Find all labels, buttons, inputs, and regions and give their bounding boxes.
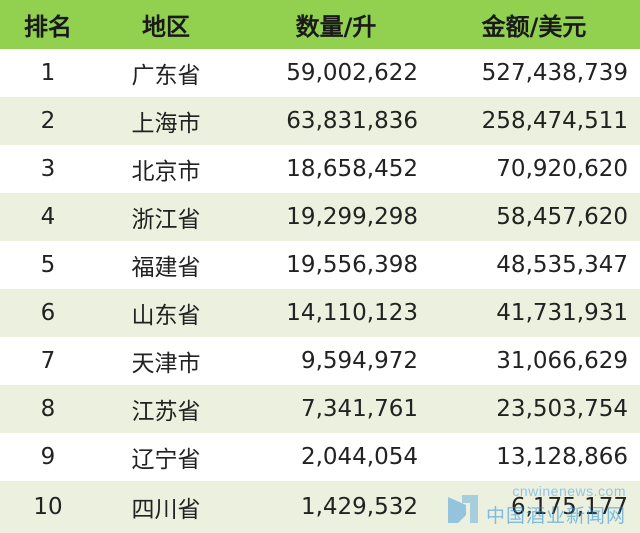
cell-rank: 5 (40, 252, 56, 278)
cell-rank: 1 (40, 60, 56, 86)
cell-quantity: 1,429,532 (300, 494, 418, 520)
table-row: 5 福建省 19,556,398 48,535,347 (0, 241, 640, 289)
cell-region: 福建省 (131, 255, 201, 281)
cell-region: 北京市 (131, 159, 201, 185)
cell-rank: 9 (40, 444, 56, 470)
cell-quantity: 2,044,054 (300, 444, 418, 470)
cell-amount: 70,920,620 (496, 156, 628, 182)
header-rank: 排名 (24, 13, 72, 41)
cell-amount: 58,457,620 (496, 204, 628, 230)
cell-quantity: 18,658,452 (286, 156, 418, 182)
cell-rank: 3 (40, 156, 56, 182)
cell-amount: 6,175,177 (510, 494, 628, 520)
cell-rank: 4 (40, 204, 56, 230)
table-row: 1 广东省 59,002,622 527,438,739 (0, 49, 640, 97)
header-region: 地区 (142, 13, 190, 41)
table-row: 4 浙江省 19,299,298 58,457,620 (0, 193, 640, 241)
table-row: 9 辽宁省 2,044,054 13,128,866 (0, 433, 640, 481)
cell-rank: 6 (40, 300, 56, 326)
cell-region: 广东省 (131, 63, 201, 89)
table-row: 2 上海市 63,831,836 258,474,511 (0, 97, 640, 145)
cell-amount: 13,128,866 (496, 444, 628, 470)
cell-rank: 2 (40, 108, 56, 134)
cell-quantity: 59,002,622 (286, 60, 418, 86)
cell-region: 四川省 (131, 497, 201, 523)
cell-amount: 31,066,629 (496, 348, 628, 374)
cell-amount: 41,731,931 (496, 300, 628, 326)
header-amount: 金额/美元 (481, 13, 587, 41)
cell-region: 上海市 (131, 111, 201, 137)
cell-rank: 10 (33, 494, 63, 520)
table-row: 3 北京市 18,658,452 70,920,620 (0, 145, 640, 193)
cell-region: 浙江省 (131, 207, 201, 233)
header-quantity: 数量/升 (295, 13, 377, 41)
cell-quantity: 14,110,123 (286, 300, 418, 326)
cell-amount: 527,438,739 (481, 60, 628, 86)
cell-quantity: 19,556,398 (286, 252, 418, 278)
table-row: 6 山东省 14,110,123 41,731,931 (0, 289, 640, 337)
cell-quantity: 63,831,836 (286, 108, 418, 134)
cell-amount: 48,535,347 (496, 252, 628, 278)
cell-region: 江苏省 (131, 399, 201, 425)
table-row: 7 天津市 9,594,972 31,066,629 (0, 337, 640, 385)
cell-region: 辽宁省 (131, 447, 201, 473)
cell-region: 山东省 (131, 303, 201, 329)
cell-rank: 7 (40, 348, 56, 374)
table-row: 10 四川省 1,429,532 6,175,177 (0, 481, 640, 533)
cell-amount: 258,474,511 (481, 108, 628, 134)
cell-rank: 8 (40, 396, 56, 422)
cell-quantity: 9,594,972 (300, 348, 418, 374)
cell-region: 天津市 (131, 351, 201, 377)
cell-quantity: 7,341,761 (300, 396, 418, 422)
table-row: 8 江苏省 7,341,761 23,503,754 (0, 385, 640, 433)
cell-amount: 23,503,754 (496, 396, 628, 422)
table-header-row: 排名 地区 数量/升 金额/美元 (0, 0, 640, 49)
cell-quantity: 19,299,298 (286, 204, 418, 230)
